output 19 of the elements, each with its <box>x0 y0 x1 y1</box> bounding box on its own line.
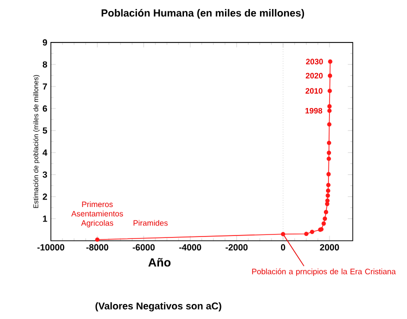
y-tick-label: 5 <box>42 128 48 134</box>
y-tick-label: 1 <box>43 216 48 222</box>
text: (Valores Negativos son aC) <box>96 302 222 312</box>
x-tick-label: 0 <box>280 244 286 251</box>
y-tick-label: 7 <box>42 84 47 90</box>
x-tick-label: 2000 <box>320 244 339 251</box>
y-tick-label: 6 <box>42 106 48 112</box>
y-tick-label: 4 <box>42 150 48 156</box>
x-tick-label: -8000 <box>86 244 108 251</box>
x-tick-label: -2000 <box>226 244 248 251</box>
x-tick-label: -10000 <box>37 244 64 251</box>
chart-title: Población Humana (en miles de millones) <box>102 9 304 19</box>
x-tick-label: -6000 <box>132 244 155 251</box>
y-tick-label: 3 <box>42 172 48 178</box>
y-tick-label: 2 <box>42 194 48 200</box>
y-tick-label: 8 <box>42 61 48 68</box>
y-tick-label: 9 <box>42 39 48 46</box>
x-tick-label: -4000 <box>179 244 202 251</box>
x-axis-title: Año <box>148 258 171 267</box>
